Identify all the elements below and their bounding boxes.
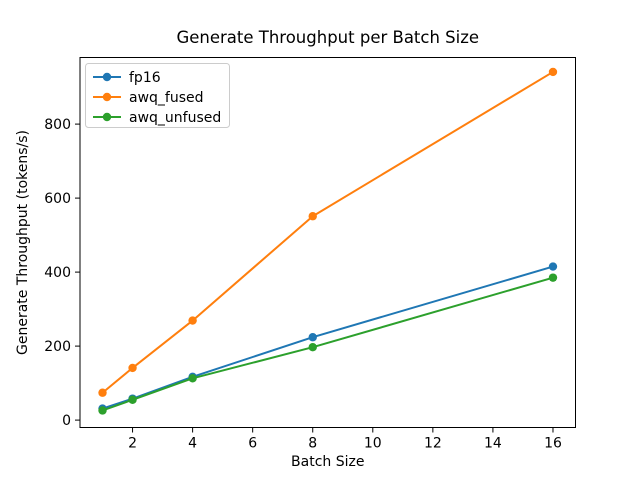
legend-label-fp16: fp16 [129,70,161,86]
y-tick-label: 600 [44,191,71,207]
legend-label-awq_fused: awq_fused [129,90,204,106]
x-tick-label: 4 [188,436,197,452]
x-axis-label: Batch Size [291,454,364,470]
series-marker-awq_fused [98,388,107,397]
series-marker-awq_unfused [308,343,317,352]
series-marker-awq_unfused [548,273,558,282]
legend-frame [85,63,230,128]
y-tick-label: 400 [44,265,71,281]
x-tick-label: 2 [128,436,137,452]
series-marker-awq_unfused [98,406,107,415]
legend-marker-awq_unfused [102,112,112,122]
legend: fp16 awq_fused awq_unfused [85,63,230,128]
legend-label-awq_unfused: awq_unfused [129,110,221,126]
y-tick-label: 200 [44,339,71,355]
x-tick-label: 16 [544,436,562,452]
x-tick-label: 10 [364,436,382,452]
series-marker-fp16 [548,262,558,271]
y-tick-label: 800 [44,117,71,133]
series-marker-awq_unfused [188,374,197,383]
series-marker-awq_fused [308,212,317,221]
series-marker-awq_fused [548,67,558,77]
y-tick-label: 0 [62,413,71,429]
legend-marker-fp16 [102,72,112,82]
chart-title: Generate Throughput per Batch Size [176,28,479,47]
x-tick-label: 14 [484,436,502,452]
series-marker-awq_fused [128,363,137,373]
x-tick-label: 6 [248,436,257,452]
x-tick-label: 8 [308,436,317,452]
legend-marker-awq_fused [102,92,112,102]
series-marker-awq_unfused [128,395,137,404]
series-marker-fp16 [308,333,317,342]
series-marker-awq_fused [188,316,197,325]
x-tick-label: 12 [424,436,442,452]
y-axis-label: Generate Throughput (tokens/s) [15,130,31,355]
